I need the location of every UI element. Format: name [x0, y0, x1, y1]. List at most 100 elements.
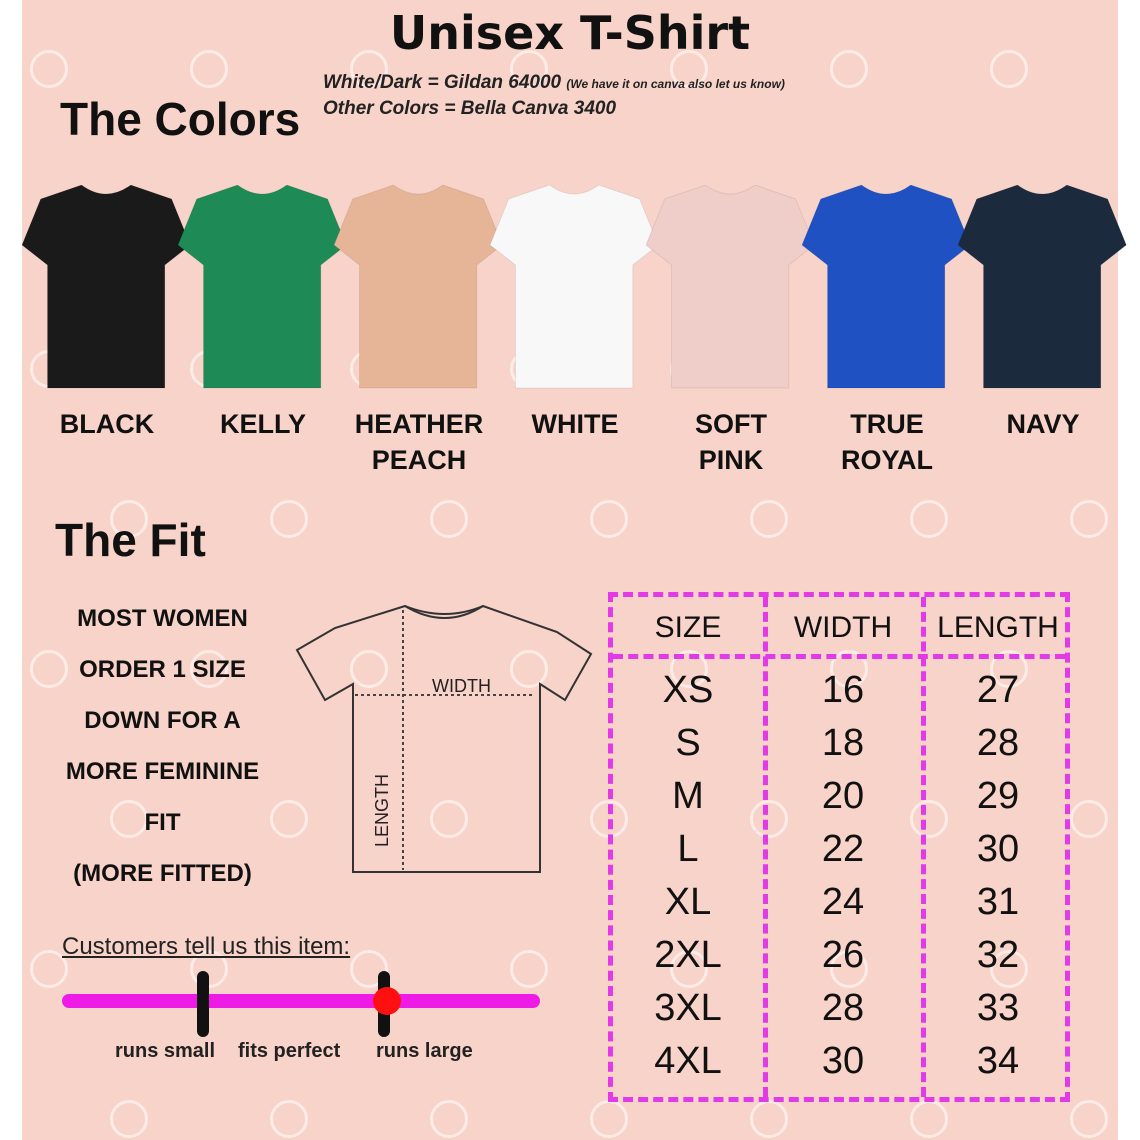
decorative-circle	[30, 650, 68, 688]
fit-note-line: ORDER 1 SIZE	[79, 656, 246, 683]
color-label: HEATHER PEACH	[354, 409, 484, 475]
column-divider	[921, 597, 926, 1097]
decorative-circle	[990, 50, 1028, 88]
length-label: LENGTH	[372, 773, 393, 848]
decorative-circle	[990, 650, 1028, 688]
table-cell: 3XL	[654, 987, 722, 1029]
table-cell: 20	[821, 775, 865, 817]
table-cell: S	[675, 722, 701, 764]
decorative-circle	[830, 950, 868, 988]
size-table: SIZE WIDTH LENGTH XS 16 27 S 18 28 M 20 29 L 22 30 XL 24…	[608, 592, 1070, 1102]
table-cell: 4XL	[654, 1040, 722, 1082]
fit-note-line: DOWN FOR A	[84, 707, 241, 734]
fit-note-line: MOST WOMEN	[77, 605, 248, 632]
color-label: NAVY	[1006, 409, 1080, 439]
fit-heading: The Fit	[55, 514, 206, 566]
shirt-measurement-diagram	[295, 604, 593, 873]
table-cell: 18	[821, 722, 865, 764]
decorative-circle	[750, 800, 788, 838]
table-cell: 28	[976, 722, 1020, 764]
decorative-circle	[190, 950, 228, 988]
table-cell: 26	[821, 934, 865, 976]
table-cell: 34	[976, 1040, 1020, 1082]
decorative-circle	[30, 50, 68, 88]
label-fits-perfect: fits perfect	[238, 1040, 341, 1062]
shirt-swatch[interactable]	[646, 185, 816, 390]
page-title: Unisex T-Shirt	[389, 6, 751, 60]
decorative-circle	[430, 800, 468, 838]
width-label: WIDTH	[432, 676, 491, 696]
table-cell: 28	[821, 987, 865, 1029]
decorative-circle	[750, 500, 788, 538]
table-cell: 33	[976, 987, 1020, 1029]
decorative-circle	[510, 650, 548, 688]
decorative-circle	[270, 500, 308, 538]
table-header: WIDTH	[793, 611, 893, 644]
shirt-swatch[interactable]	[178, 185, 348, 390]
customer-fit-heading: Customers tell us this item:	[62, 933, 351, 960]
decorative-circle	[830, 650, 868, 688]
decorative-circle	[590, 1100, 628, 1138]
color-label: BLACK	[59, 409, 155, 439]
decorative-circle	[430, 500, 468, 538]
decorative-circle	[910, 500, 948, 538]
table-cell: 29	[976, 775, 1020, 817]
shirt-swatch[interactable]	[22, 185, 192, 390]
brand-line-other: Other Colors = Bella Canva 3400	[323, 98, 617, 119]
table-header: LENGTH	[937, 611, 1059, 644]
brand-line-white-dark: White/Dark = Gildan 64000 (We have it on…	[323, 72, 785, 94]
decorative-circle	[30, 950, 68, 988]
fit-note-line: MORE FEMININE	[65, 758, 260, 785]
shirt-swatch[interactable]	[490, 185, 660, 390]
fit-scale-bar	[62, 994, 540, 1008]
decorative-circle	[190, 650, 228, 688]
decorative-circle	[270, 1100, 308, 1138]
colors-heading: The Colors	[60, 93, 301, 145]
decorative-circle	[510, 50, 548, 88]
table-cell: 27	[976, 669, 1020, 711]
decorative-circle	[510, 950, 548, 988]
label-runs-large: runs large	[376, 1040, 473, 1062]
table-cell: 30	[976, 828, 1020, 870]
decorative-circle	[910, 1100, 948, 1138]
table-header: SIZE	[654, 611, 722, 644]
decorative-circle	[110, 800, 148, 838]
decorative-circle	[1070, 800, 1108, 838]
table-cell: 31	[976, 881, 1020, 923]
table-cell: 16	[821, 669, 865, 711]
decorative-circle	[750, 1100, 788, 1138]
color-label: TRUE ROYAL	[840, 409, 934, 475]
brand-text: White/Dark = Gildan 64000	[323, 72, 562, 93]
header-divider	[613, 654, 1065, 659]
color-label: WHITE	[531, 409, 619, 439]
table-cell: M	[672, 775, 704, 817]
label-runs-small: runs small	[115, 1040, 216, 1062]
table-cell: XL	[664, 881, 712, 923]
table-cell: 2XL	[654, 934, 722, 976]
decorative-circle	[350, 950, 388, 988]
decorative-circle	[910, 800, 948, 838]
decorative-circle	[350, 650, 388, 688]
decorative-circle	[1070, 1100, 1108, 1138]
decorative-circle	[670, 950, 708, 988]
decorative-circle	[430, 1100, 468, 1138]
table-cell: 22	[821, 828, 865, 870]
shirt-swatch[interactable]	[802, 185, 972, 390]
decorative-circle	[670, 650, 708, 688]
table-cell: XS	[662, 669, 714, 711]
decorative-circle	[110, 500, 148, 538]
fit-note-line: FIT	[144, 809, 181, 836]
shirt-swatch[interactable]	[334, 185, 504, 390]
table-cell: 24	[821, 881, 865, 923]
table-cell: L	[677, 828, 699, 870]
decorative-circle	[110, 1100, 148, 1138]
brand-note: (We have it on canva also let us know)	[566, 77, 785, 91]
decorative-circle	[190, 50, 228, 88]
color-label: KELLY	[219, 409, 307, 439]
decorative-circle	[830, 50, 868, 88]
column-divider	[763, 597, 768, 1097]
decorative-circle	[590, 500, 628, 538]
shirt-swatch[interactable]	[958, 185, 1128, 390]
color-label: SOFT PINK	[695, 409, 767, 475]
fit-scale-tick	[197, 971, 209, 1037]
